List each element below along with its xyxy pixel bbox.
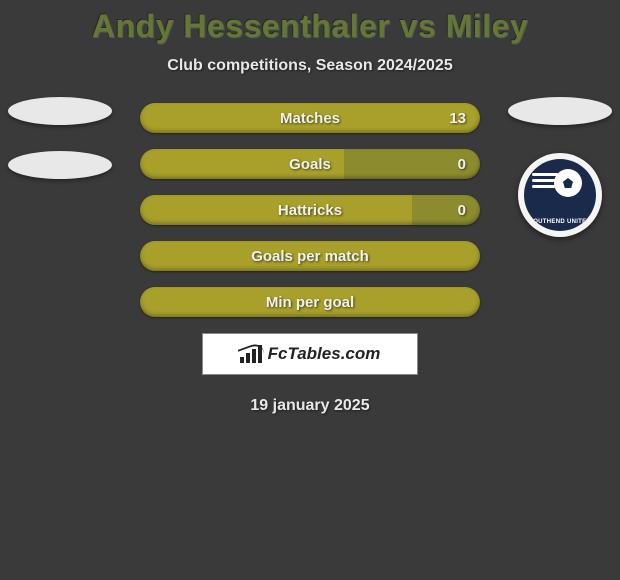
stat-value: 13: [449, 110, 466, 127]
snapshot-date: 19 january 2025: [0, 397, 620, 415]
stat-label: Goals per match: [251, 248, 369, 265]
stat-bar-matches: Matches 13: [140, 103, 480, 133]
right-player-placeholder: [508, 97, 612, 151]
stat-value: 0: [458, 156, 466, 173]
stat-bar-goals-per-match: Goals per match: [140, 241, 480, 271]
badge-ball-icon: [554, 169, 582, 197]
logo-text: FcTables.com: [268, 344, 381, 364]
badge-club-name: SOUTHEND UNITED: [524, 219, 596, 225]
stat-label: Matches: [280, 110, 340, 127]
club-badge: SOUTHEND UNITED: [518, 153, 602, 237]
stat-label: Goals: [289, 156, 331, 173]
site-logo: FcTables.com: [202, 333, 418, 375]
subtitle: Club competitions, Season 2024/2025: [0, 57, 620, 75]
player1-avatar-placeholder: [8, 97, 112, 125]
left-player-placeholder: [8, 97, 112, 205]
stat-label: Hattricks: [278, 202, 342, 219]
player1-club-placeholder: [8, 151, 112, 179]
player2-avatar-placeholder: [508, 97, 612, 125]
stat-label: Min per goal: [266, 294, 354, 311]
stat-bar-hattricks: Hattricks 0: [140, 195, 480, 225]
stat-value: 0: [458, 202, 466, 219]
stat-bars: Matches 13 Goals 0 Hattricks 0 Goals per match…: [140, 103, 480, 317]
page-title: Andy Hessenthaler vs Miley: [0, 0, 620, 45]
club-badge-inner: SOUTHEND UNITED: [524, 159, 596, 231]
stat-bar-goals: Goals 0: [140, 149, 480, 179]
comparison-content: SOUTHEND UNITED Matches13Goals0Hattricks…: [0, 103, 620, 415]
stat-bar-min-per-goal: Min per goal: [140, 287, 480, 317]
logo-chart-icon: [240, 345, 262, 363]
